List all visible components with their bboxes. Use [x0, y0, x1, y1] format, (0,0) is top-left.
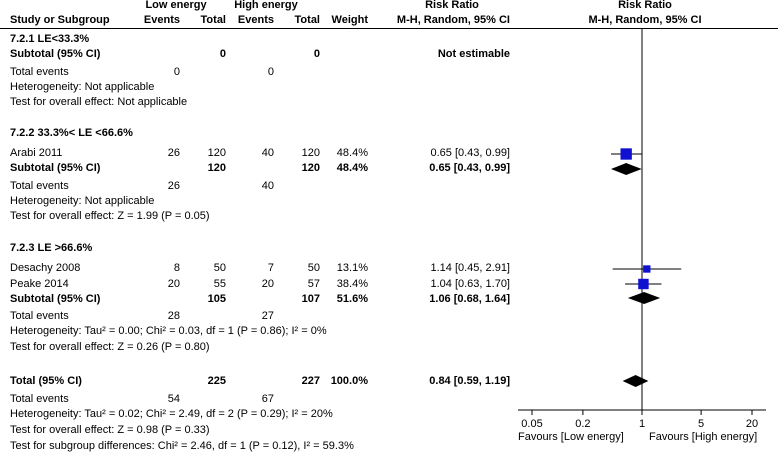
subtotal-ci: 1.06 [0.68, 1.64]: [429, 293, 510, 305]
subtotal-total1: 120: [207, 162, 226, 174]
header-rule: [0, 28, 778, 29]
total-total1: 225: [207, 375, 226, 387]
subtotal-weight: 51.6%: [336, 293, 368, 305]
subtotal-total1: 105: [207, 293, 226, 305]
col-events1: Events: [143, 14, 180, 26]
total-events-e1: 26: [167, 180, 180, 192]
study-events1: 8: [173, 262, 180, 274]
study-events2: 20: [261, 278, 274, 290]
study-total1: 120: [207, 147, 226, 159]
study-weight: 38.4%: [336, 278, 368, 290]
x-axis-tick-label: 20: [746, 418, 758, 430]
total-events-label: Total events: [10, 180, 69, 192]
x-axis-tick-label: 0.05: [521, 418, 542, 430]
heterogeneity-text: Heterogeneity: Tau² = 0.00; Chi² = 0.03,…: [10, 325, 327, 337]
overall-effect-text: Test for overall effect: Z = 1.99 (P = 0…: [10, 210, 210, 222]
study-marker: [638, 278, 649, 290]
study-events2: 7: [267, 262, 274, 274]
study-weight: 13.1%: [336, 262, 368, 274]
col-total1: Total: [200, 14, 226, 26]
favours-right-label: Favours [High energy]: [649, 431, 758, 443]
col-total2: Total: [294, 14, 320, 26]
subgroup-title: 7.2.1 LE<33.3%: [10, 33, 90, 45]
subgroup-title: 7.2.3 LE >66.6%: [10, 242, 93, 254]
overall-effect-text: Test for overall effect: Z = 0.98 (P = 0…: [10, 424, 210, 436]
subtotal-total2: 0: [313, 48, 320, 60]
study-ci: 0.65 [0.43, 0.99]: [430, 147, 510, 159]
x-axis-tick-label: 0.2: [575, 418, 590, 430]
study-events2: 40: [261, 147, 274, 159]
total-weight: 100.0%: [330, 375, 368, 387]
overall-effect-text: Test for overall effect: Z = 0.26 (P = 0…: [10, 341, 210, 353]
study-name: Peake 2014: [10, 278, 69, 290]
study-events1: 26: [167, 147, 180, 159]
study-events1: 20: [167, 278, 180, 290]
total-total2: 227: [301, 375, 320, 387]
heterogeneity-text: Heterogeneity: Tau² = 0.02; Chi² = 2.49,…: [10, 408, 333, 420]
subtotal-label: Subtotal (95% CI): [10, 293, 101, 305]
subtotal-total2: 120: [301, 162, 320, 174]
total-diamond: [622, 375, 649, 387]
study-marker: [620, 148, 632, 160]
study-total2: 50: [307, 262, 320, 274]
study-total1: 50: [213, 262, 226, 274]
favours-left-label: Favours [Low energy]: [518, 431, 624, 443]
subtotal-diamond: [611, 163, 642, 175]
study-marker: [643, 265, 651, 273]
subtotal-ci: 0.65 [0.43, 0.99]: [429, 162, 510, 174]
total-events-label: Total events: [10, 393, 69, 405]
study-name: Arabi 2011: [10, 147, 63, 159]
x-axis-tick-label: 1: [639, 418, 645, 430]
study-weight: 48.4%: [336, 147, 368, 159]
group2-header: High energy: [234, 0, 298, 11]
total-events-label: Total events: [10, 66, 69, 78]
study-total1: 55: [213, 278, 226, 290]
subgroup-differences-text: Test for subgroup differences: Chi² = 2.…: [10, 440, 354, 452]
group1-header: Low energy: [145, 0, 207, 11]
total-events-e2: 40: [261, 180, 274, 192]
subtotal-total1: 0: [219, 48, 226, 60]
total-events-e1: 0: [173, 66, 180, 78]
study-ci: 1.14 [0.45, 2.91]: [430, 262, 510, 274]
heterogeneity-text: Heterogeneity: Not applicable: [10, 195, 155, 207]
subtotal-weight: 48.4%: [336, 162, 368, 174]
total-events-e2: 0: [267, 66, 274, 78]
subtotal-label: Subtotal (95% CI): [10, 162, 101, 174]
subtotal-label: Subtotal (95% CI): [10, 48, 101, 60]
total-events-e2: 67: [261, 393, 274, 405]
subtotal-diamond: [627, 292, 661, 304]
study-total2: 120: [301, 147, 320, 159]
col-method-left: M-H, Random, 95% CI: [396, 14, 510, 26]
col-events2: Events: [237, 14, 274, 26]
col-weight: Weight: [331, 14, 368, 26]
study-name: Desachy 2008: [10, 262, 81, 274]
overall-effect-text: Test for overall effect: Not applicable: [10, 96, 188, 108]
total-label: Total (95% CI): [10, 375, 82, 387]
subtotal-ci: Not estimable: [437, 48, 510, 60]
total-events-e1: 28: [167, 310, 180, 322]
total-ci: 0.84 [0.59, 1.19]: [429, 375, 510, 387]
heterogeneity-text: Heterogeneity: Not applicable: [10, 81, 155, 93]
total-events-label: Total events: [10, 310, 69, 322]
subtotal-total2: 107: [301, 293, 320, 305]
rr-header-right: Risk Ratio: [618, 0, 672, 11]
study-total2: 57: [307, 278, 320, 290]
total-events-e2: 27: [261, 310, 274, 322]
total-events-e1: 54: [167, 393, 180, 405]
subgroup-title: 7.2.2 33.3%< LE <66.6%: [10, 127, 133, 139]
rr-header-left: Risk Ratio: [425, 0, 479, 11]
col-study: Study or Subgroup: [10, 14, 110, 26]
study-ci: 1.04 [0.63, 1.70]: [430, 278, 510, 290]
col-method-right: M-H, Random, 95% CI: [588, 14, 702, 26]
x-axis-tick-label: 5: [698, 418, 704, 430]
